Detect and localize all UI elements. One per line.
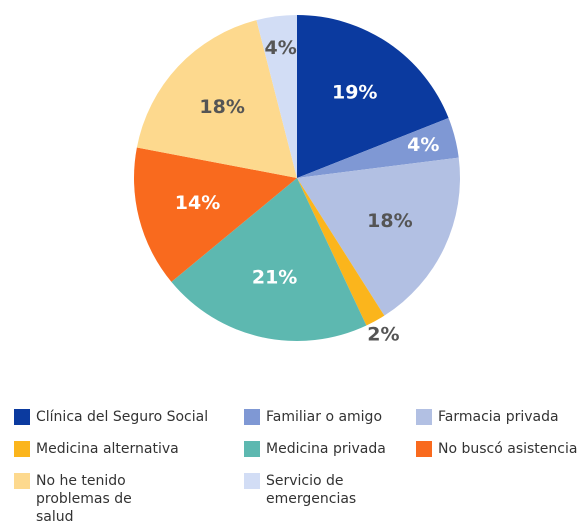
legend-item: Farmacia privada	[416, 408, 582, 426]
legend-label: No buscó asistencia	[438, 441, 578, 457]
legend-swatch	[244, 441, 260, 457]
legend-swatch	[244, 473, 260, 489]
legend-label: Medicina privada	[266, 441, 386, 457]
legend-item: Servicio de emergencias	[244, 472, 416, 526]
data-label: 2%	[367, 324, 399, 346]
pie-chart: 19% 4% 18% 2% 21% 14% 18% 4%	[134, 15, 460, 346]
legend-label: Medicina alternativa	[36, 441, 179, 457]
data-label: 14%	[175, 192, 220, 214]
legend-swatch	[14, 409, 30, 425]
data-label: 21%	[252, 267, 297, 289]
pie-slice	[136, 20, 297, 179]
pie-slice	[256, 15, 297, 178]
legend-item: Medicina alternativa	[14, 440, 244, 458]
legend-item: No buscó asistencia	[416, 440, 582, 458]
legend-item: No he tenido problemas de salud	[14, 472, 244, 526]
legend-item: Clínica del Seguro Social	[14, 408, 244, 426]
legend-label: No he tenido problemas de salud	[36, 473, 132, 525]
data-label: 4%	[265, 37, 297, 59]
legend-item: Familiar o amigo	[244, 408, 416, 426]
data-label: 18%	[367, 210, 412, 232]
legend-label: Clínica del Seguro Social	[36, 409, 209, 425]
pie-slice	[297, 117, 459, 178]
data-label: 18%	[199, 96, 244, 118]
legend: Clínica del Seguro Social Familiar o amig…	[14, 408, 582, 526]
pie-slice	[297, 157, 460, 316]
pie-slice	[134, 147, 297, 282]
legend-label: Familiar o amigo	[266, 409, 383, 425]
legend-swatch	[14, 473, 30, 489]
legend-item: Medicina privada	[244, 440, 416, 458]
data-label: 19%	[332, 82, 377, 104]
pie-slice	[171, 178, 367, 342]
legend-swatch	[244, 409, 260, 425]
pie-slice	[297, 15, 449, 178]
legend-label: Farmacia privada	[438, 409, 559, 425]
pie-slice	[297, 178, 385, 326]
legend-label: Servicio de emergencias	[266, 473, 357, 507]
legend-swatch	[416, 409, 432, 425]
data-label: 4%	[407, 134, 439, 156]
legend-swatch	[14, 441, 30, 457]
legend-swatch	[416, 441, 432, 457]
